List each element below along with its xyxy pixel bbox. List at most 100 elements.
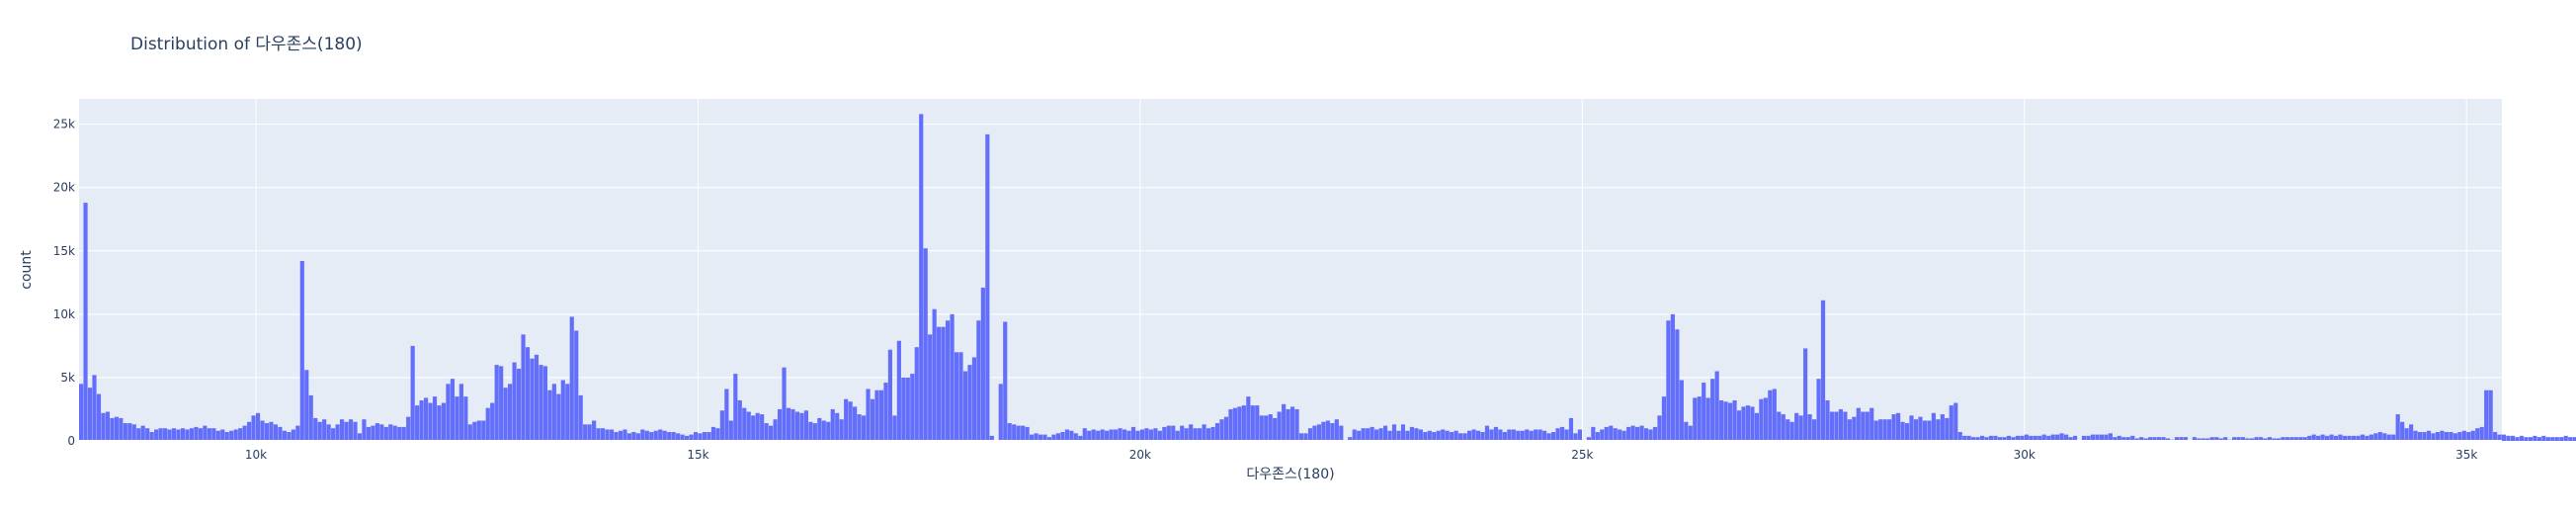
histogram-bar — [760, 414, 765, 441]
histogram-bar — [1807, 414, 1812, 441]
histogram-bar — [1777, 411, 1782, 441]
histogram-bar — [848, 401, 853, 441]
histogram-bar — [653, 430, 658, 441]
histogram-bar — [2320, 434, 2325, 441]
histogram-bar — [397, 426, 402, 441]
histogram-bar — [790, 408, 795, 441]
histogram-bar — [1559, 426, 1565, 441]
histogram-bar — [928, 334, 933, 441]
histogram-bar — [326, 424, 331, 441]
histogram-bar — [2192, 437, 2197, 441]
histogram-bar — [79, 384, 84, 441]
histogram-bar — [2338, 434, 2343, 441]
histogram-bar — [446, 384, 451, 441]
histogram-bar — [362, 419, 367, 441]
histogram-bar — [1984, 437, 1989, 441]
histogram-bar — [238, 428, 243, 441]
histogram-bar — [1798, 415, 1803, 441]
histogram-bar — [649, 432, 654, 441]
histogram-bar — [2298, 437, 2303, 441]
histogram-bar — [521, 334, 526, 441]
histogram-bar — [530, 358, 535, 441]
histogram-bar — [2475, 428, 2480, 441]
histogram-bar — [2360, 434, 2365, 441]
histogram-bar — [794, 411, 800, 441]
histogram-bar — [260, 420, 265, 441]
histogram-bar — [565, 384, 570, 441]
histogram-bar — [1887, 419, 1892, 441]
histogram-bar — [958, 352, 963, 441]
histogram-bar — [1046, 437, 1052, 441]
histogram-bar — [2064, 434, 2069, 441]
histogram-bar — [1657, 415, 1662, 441]
histogram-bar — [1741, 406, 1746, 441]
histogram-bar — [2545, 437, 2550, 441]
histogram-bar — [1702, 383, 1706, 441]
histogram-bar — [163, 428, 168, 441]
histogram-bar — [932, 308, 937, 441]
histogram-bar — [971, 357, 977, 441]
histogram-bar — [614, 432, 619, 441]
histogram-bar — [1144, 428, 1149, 441]
histogram-bar — [1759, 398, 1764, 441]
histogram-bar — [1966, 435, 1971, 441]
histogram-bar — [623, 429, 627, 441]
gridlines — [79, 99, 2502, 441]
histogram-bar — [910, 374, 915, 441]
histogram-bar — [1537, 429, 1542, 441]
histogram-bar — [2134, 438, 2139, 441]
histogram-bar — [2356, 435, 2361, 441]
histogram-bar — [2554, 437, 2559, 441]
histogram-bar — [2086, 435, 2091, 441]
histogram-bar — [1219, 419, 1224, 441]
histogram-bar — [2452, 433, 2457, 441]
histogram-bar — [1675, 329, 1680, 441]
histogram-bar — [1763, 397, 1768, 441]
histogram-bar — [693, 432, 699, 441]
histogram-bar — [1811, 419, 1817, 441]
histogram-bar — [180, 428, 186, 441]
histogram-bar — [83, 203, 88, 441]
histogram-bar — [676, 433, 681, 441]
histogram-bar — [600, 428, 606, 441]
histogram-bar — [773, 419, 778, 441]
histogram-bar — [353, 421, 358, 441]
histogram-bar — [2046, 435, 2051, 441]
histogram-bar — [1153, 428, 1158, 441]
histogram-bar — [194, 426, 199, 441]
histogram-bar — [1205, 428, 1211, 441]
histogram-bar — [140, 425, 145, 441]
histogram-bar — [1705, 397, 1710, 441]
histogram-bar — [379, 424, 384, 441]
histogram-bar — [2072, 435, 2078, 441]
histogram-bar — [1148, 429, 1153, 441]
histogram-bar — [2130, 435, 2135, 441]
histogram-bar — [2365, 435, 2369, 441]
histogram-bar — [339, 419, 345, 441]
histogram-bar — [2108, 433, 2113, 441]
histogram-bar — [220, 429, 225, 441]
histogram-bar — [1873, 420, 1878, 441]
histogram-bar — [2382, 433, 2387, 441]
histogram-bar — [1745, 405, 1751, 441]
histogram-bar — [1286, 408, 1290, 441]
histogram-bar — [2502, 434, 2507, 441]
histogram-bar — [1922, 420, 1928, 441]
histogram-bar — [1432, 432, 1437, 441]
histogram-bar — [2311, 434, 2316, 441]
histogram-bar — [710, 426, 716, 441]
histogram-bar — [626, 433, 631, 441]
histogram-bar — [455, 396, 459, 441]
histogram-bar — [1723, 401, 1728, 441]
histogram-bar — [1971, 437, 1976, 441]
histogram-bar — [1975, 437, 1980, 441]
histogram-bar — [569, 316, 574, 441]
histogram-bar — [1114, 429, 1119, 441]
histogram-bar — [2426, 430, 2432, 441]
histogram-bar — [1462, 433, 1467, 441]
histogram-bar — [357, 433, 363, 441]
chart-title: Distribution of 다우존스(180) — [130, 35, 363, 54]
histogram-bar — [189, 428, 195, 441]
histogram-bar — [176, 429, 181, 441]
histogram-bar — [2417, 432, 2423, 441]
